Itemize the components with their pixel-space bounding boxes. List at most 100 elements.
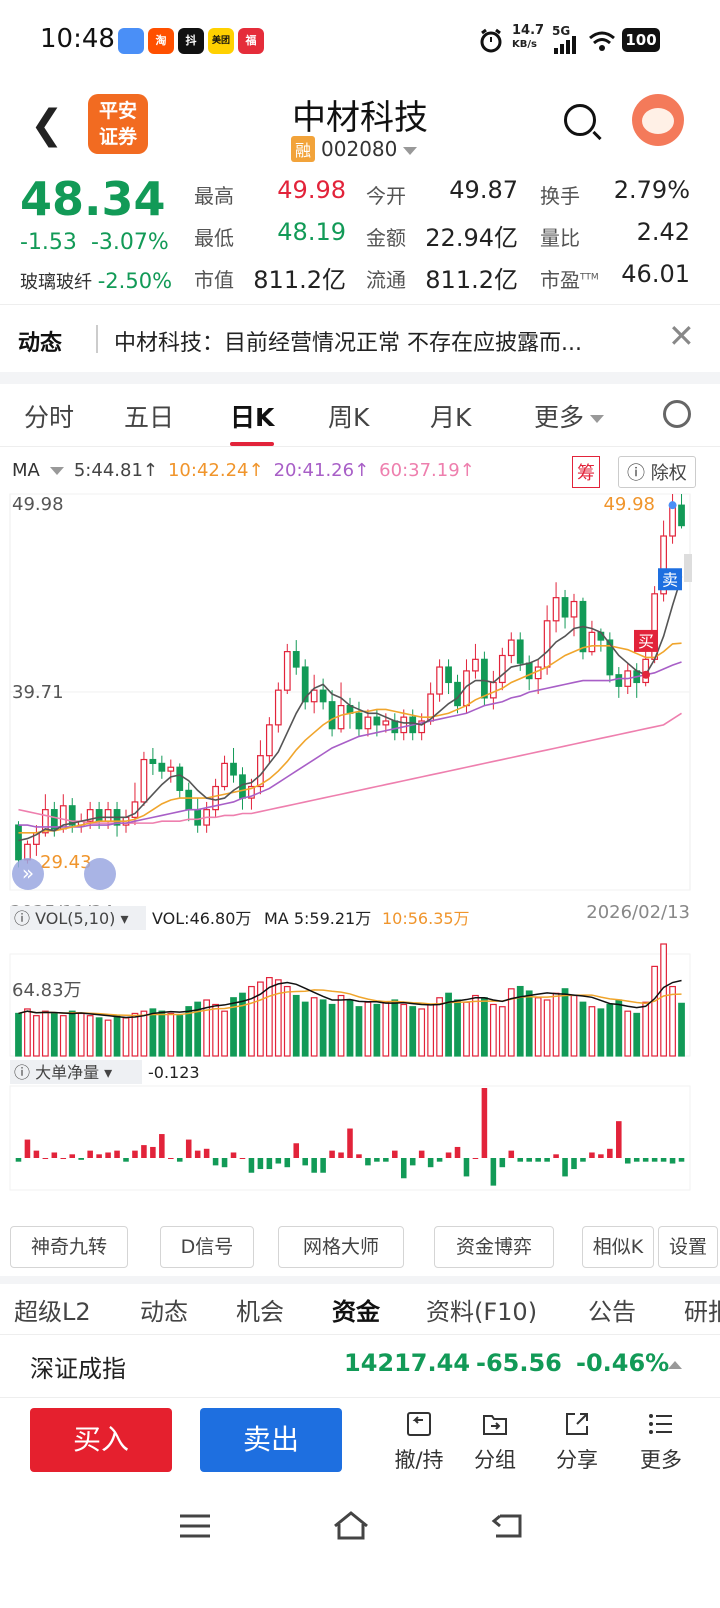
chevron-up-icon[interactable]: [668, 1361, 682, 1369]
news-ticker[interactable]: 动态 中材科技：目前经营情况正常 不存在应披露而... ✕: [0, 304, 720, 377]
taobao-icon: 淘: [148, 28, 174, 54]
tool-button[interactable]: 相似K: [582, 1226, 654, 1268]
volume-bar: [642, 1001, 650, 1057]
tab-super-l2[interactable]: 超级L2: [14, 1298, 91, 1326]
flow-bar: [508, 1150, 515, 1158]
flow-bar: [78, 1158, 84, 1160]
volume-bar: [409, 1006, 417, 1057]
tab-announcement[interactable]: 公告: [588, 1298, 636, 1326]
close-icon[interactable]: ✕: [668, 317, 695, 355]
tool-button[interactable]: D信号: [160, 1226, 254, 1268]
candle: [382, 720, 390, 726]
candle: [158, 762, 166, 772]
news-text[interactable]: 中材科技：目前经营情况正常 不存在应披露而...: [114, 331, 582, 356]
flow-bar: [427, 1158, 434, 1168]
tab-f10[interactable]: 资料(F10): [426, 1298, 538, 1326]
volume-bar: [633, 1012, 641, 1057]
back-nav-icon[interactable]: [490, 1512, 524, 1540]
settings-button[interactable]: 设置: [658, 1226, 718, 1268]
share-button[interactable]: 分享: [542, 1410, 612, 1474]
tool-button[interactable]: 资金博弈: [434, 1226, 554, 1268]
sell-button[interactable]: 卖出: [200, 1408, 342, 1472]
tab-daily-k[interactable]: 日K: [230, 398, 275, 446]
group-button[interactable]: 分组: [460, 1410, 530, 1474]
index-ticker[interactable]: 深证成指 14217.44 -65.56 -0.46%: [0, 1334, 720, 1398]
tool-button[interactable]: 神奇九转: [10, 1226, 128, 1268]
back-icon[interactable]: ❮: [30, 102, 64, 148]
tab-research[interactable]: 研报: [684, 1298, 720, 1326]
chip-distribution-button[interactable]: 筹: [572, 456, 600, 488]
volume-bar: [507, 988, 515, 1057]
tab-opportunity[interactable]: 机会: [236, 1298, 284, 1326]
flow-bar: [33, 1150, 40, 1158]
sector-change[interactable]: 玻璃玻纤 -2.50%: [20, 269, 173, 293]
index-pct: -0.46%: [576, 1349, 670, 1377]
flow-bar: [293, 1143, 300, 1158]
flow-bar: [589, 1152, 595, 1158]
flow-bar: [338, 1152, 344, 1158]
vol-level-label: 64.83万: [12, 980, 82, 1001]
flow-bar: [248, 1158, 255, 1173]
candle: [615, 674, 623, 687]
volume-bar: [588, 1006, 596, 1057]
candle: [337, 704, 345, 730]
volume-bar: [230, 997, 237, 1057]
ma10-value: 10:42.24↑: [167, 460, 264, 481]
candle: [248, 785, 255, 799]
flow-bar: [302, 1158, 308, 1166]
flow-bar: [96, 1154, 102, 1158]
candle: [436, 666, 443, 695]
avatar[interactable]: [632, 94, 684, 146]
tab-fenshi[interactable]: 分时: [24, 403, 75, 432]
tab-funds[interactable]: 资金: [332, 1298, 380, 1326]
buy-marker-bg: [634, 629, 658, 652]
tab-more[interactable]: 更多: [534, 398, 605, 434]
divider: [96, 325, 98, 353]
ma-legend[interactable]: MA 5:44.81↑ 10:42.24↑ 20:41.26↑ 60:37.19↑: [12, 460, 485, 481]
candle: [319, 689, 327, 703]
vol-ma10: 10:56.35万: [382, 909, 470, 928]
candle: [283, 651, 291, 691]
folder-icon: [483, 1415, 507, 1435]
ex-rights-button[interactable]: ⓘ 除权: [618, 456, 696, 488]
more-button[interactable]: 更多: [626, 1410, 696, 1474]
flow-bar: [123, 1158, 129, 1162]
kline-chart-area[interactable]: MA 5:44.81↑ 10:42.24↑ 20:41.26↑ 60:37.19↑ 筹 …: [0, 446, 720, 1256]
cancel-hold-button[interactable]: 撤/持: [384, 1410, 454, 1474]
tab-weekly-k[interactable]: 周K: [328, 403, 370, 432]
flow-bar: [221, 1158, 228, 1168]
flow-bar: [150, 1146, 156, 1158]
search-icon[interactable]: [564, 104, 596, 136]
tool-button[interactable]: 网格大师: [278, 1226, 404, 1268]
chevron-down-icon: [590, 415, 605, 423]
stock-code-selector[interactable]: 融 002080: [291, 136, 418, 162]
tab-news[interactable]: 动态: [140, 1298, 188, 1326]
candle: [552, 597, 560, 622]
candle: [50, 809, 58, 830]
volume-bar: [373, 1003, 381, 1057]
flow-bar: [69, 1154, 76, 1158]
candle: [454, 681, 461, 707]
flow-bar: [24, 1139, 31, 1158]
flow-bar: [598, 1154, 604, 1158]
flow-label-bg: [10, 1060, 142, 1084]
buy-button[interactable]: 买入: [30, 1408, 172, 1472]
broker-logo[interactable]: 平安 证券: [88, 94, 148, 154]
volume-bar: [678, 1002, 685, 1057]
home-icon[interactable]: [332, 1510, 370, 1542]
flow-bar: [284, 1158, 291, 1168]
flow-bar: [311, 1158, 317, 1173]
sell-marker: 卖: [662, 570, 678, 589]
flow-indicator-label: ⓘ 大单净量 ▾: [14, 1063, 112, 1082]
index-name: 深证成指: [30, 1355, 126, 1383]
flow-bar: [159, 1134, 165, 1158]
flow-bar: [356, 1154, 362, 1158]
gear-icon[interactable]: [663, 400, 691, 428]
menu-icon[interactable]: [178, 1512, 212, 1540]
volume-bar: [660, 943, 667, 1057]
candle: [472, 658, 479, 672]
candle: [24, 843, 31, 861]
tab-wuri[interactable]: 五日: [124, 403, 175, 432]
volume-bar: [274, 979, 282, 1057]
tab-monthly-k[interactable]: 月K: [430, 403, 472, 432]
